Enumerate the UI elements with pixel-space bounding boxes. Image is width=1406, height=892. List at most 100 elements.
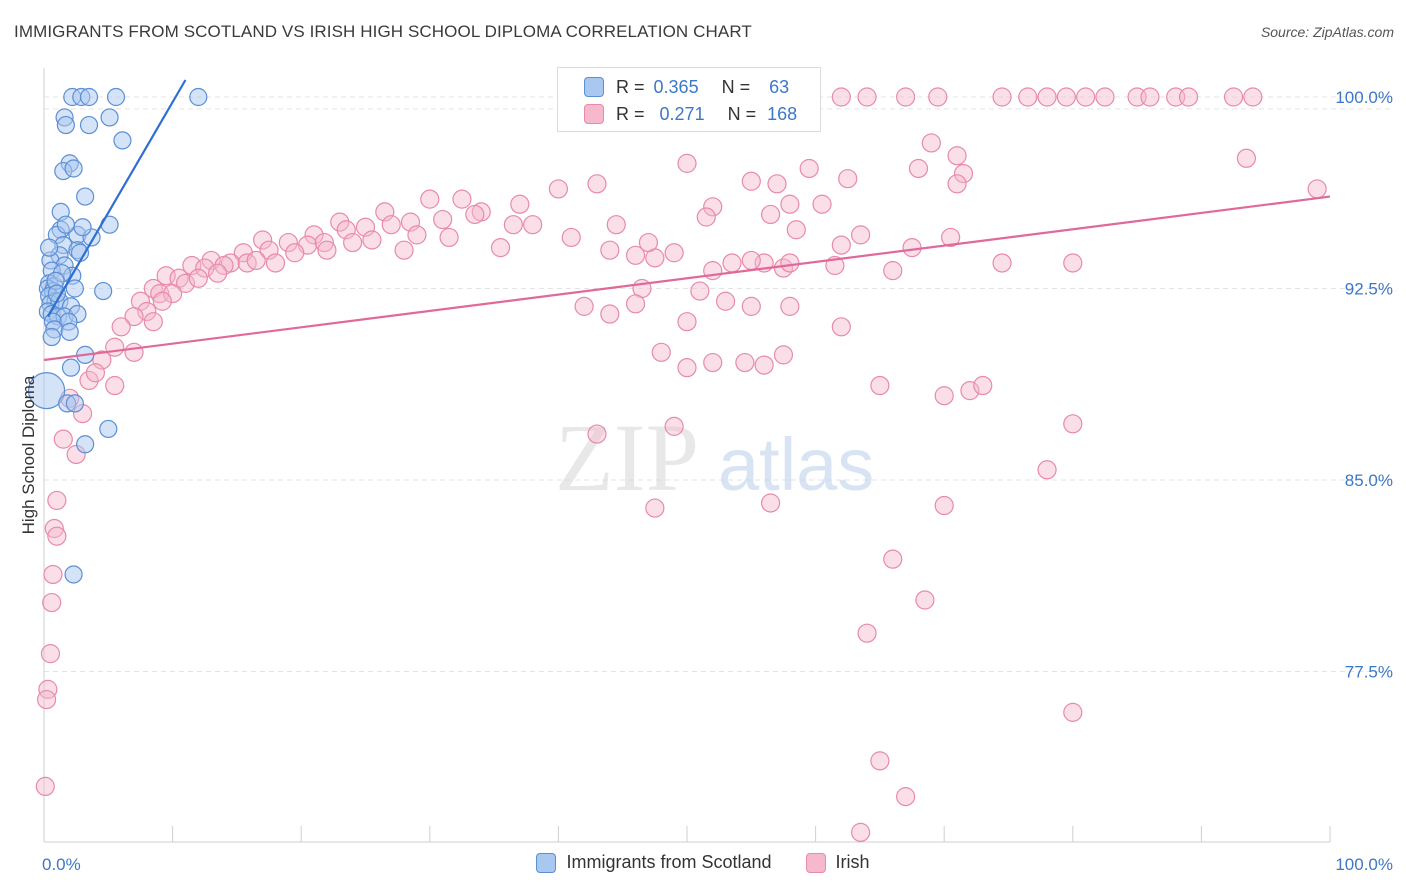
irish-point [304,225,324,245]
irish-point [574,296,594,316]
irish-point [1236,148,1257,168]
scotland-point [106,87,126,107]
irish-point [188,268,208,288]
irish-point [677,312,697,332]
scotland-trend-line [46,79,187,318]
stats-n-label: N = [721,76,751,97]
gridlines [44,96,1392,672]
legend-label-scotland: Immigrants from Scotland [566,852,772,872]
irish-point [664,243,684,263]
irish-point [362,230,382,250]
stats-swatch-scotland [584,77,604,97]
irish-point [851,225,871,245]
y-tick-label: 92.5% [1345,280,1393,299]
scotland-point [56,215,75,234]
irish-point [490,238,511,258]
irish-point [42,592,62,613]
irish-point [600,304,620,324]
irish-point [696,207,716,227]
scotland-point [64,159,83,178]
chart-title: IMMIGRANTS FROM SCOTLAND VS IRISH HIGH S… [14,22,752,41]
irish-point [175,273,196,293]
irish-point [79,370,99,391]
irish-point [523,215,543,235]
irish-point [1018,87,1038,107]
irish-point [1056,87,1076,107]
irish-point [690,281,710,301]
irish-point [812,194,832,214]
irish-point [831,317,851,337]
irish-point [253,230,273,250]
irish-point [735,352,755,373]
irish-point [831,87,851,107]
irish-point [407,225,427,245]
stats-row-irish: R = 0.271 N = 168 [558,101,820,127]
irish-point [902,238,922,258]
legend-item-scotland[interactable]: Immigrants from Scotland [536,852,772,873]
irish-point [600,240,620,260]
scotland-point [99,419,118,439]
irish-point [947,146,967,166]
irish-point [111,317,131,337]
irish-point [857,623,877,643]
irish-point [870,375,890,396]
irish-point [163,284,183,304]
irish-point [152,291,172,311]
irish-point [53,429,73,449]
scotland-point [40,238,59,257]
scotland-point [60,322,79,342]
stats-r-label: R = [616,76,645,97]
legend: Immigrants from Scotland Irish [0,852,1406,873]
scotland-point [65,394,84,413]
axes [43,68,1331,843]
scotland-point [61,358,81,377]
irish-point [760,493,781,513]
irish-point [928,87,948,107]
x-tick-label: 100.0% [1335,855,1393,874]
irish-point [420,189,440,209]
irish-point [317,240,337,260]
irish-point [960,381,980,401]
irish-point [741,171,761,191]
legend-item-irish[interactable]: Irish [805,852,870,873]
irish-point [503,215,523,235]
irish-trend-line [43,195,1331,362]
irish-point [786,220,806,240]
irish-point [741,296,761,316]
irish-point [934,386,954,406]
irish-point [35,776,55,797]
irish-point [883,549,903,569]
irish-point [214,255,234,276]
stats-n-value: 63 [769,76,790,97]
y-tick-label: 100.0% [1335,88,1393,107]
y-tick-labels: 100.0% 92.5% 85.0% 77.5% [1335,88,1393,682]
irish-point [1063,253,1083,273]
irish-point [606,215,626,235]
irish-point [343,232,363,253]
irish-point [915,590,935,610]
scotland-point [79,87,99,107]
stats-r-value: 0.271 [659,103,705,124]
scotland-point [189,87,208,107]
irish-point [883,261,903,281]
irish-point [953,164,974,184]
irish-point [548,179,569,199]
source-label: Source: ZipAtlas.com [1260,24,1394,40]
scotland-point [100,108,119,127]
irish-point [561,227,581,248]
irish-point [587,174,607,194]
irish-point [645,498,665,518]
irish-point [703,352,723,373]
irish-point [285,243,305,263]
irish-point [780,194,800,214]
scotland-point [27,372,66,410]
irish-point [1095,87,1115,107]
scotland-point [65,279,84,298]
irish-point [105,375,125,396]
irish-point [773,345,794,365]
irish-point [934,495,954,516]
scotland-points [27,87,208,584]
scotland-point [76,435,95,454]
irish-point [330,212,350,232]
